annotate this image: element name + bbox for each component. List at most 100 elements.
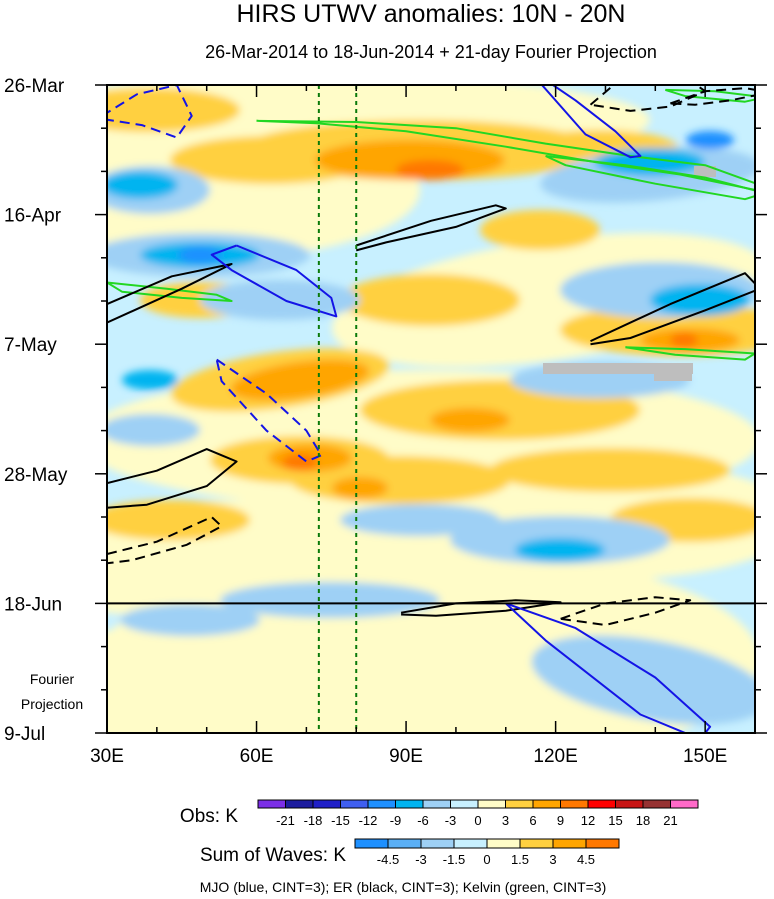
legend-swatch (340, 799, 369, 809)
waves-legend-boxes (354, 838, 620, 849)
legend-label: -12 (359, 813, 378, 828)
legend-label: -1.5 (443, 852, 465, 867)
legend-swatch (422, 799, 451, 809)
legend-swatch (354, 838, 389, 849)
anomaly-blob (220, 582, 440, 618)
legend-label: 18 (636, 813, 650, 828)
anomaly-blobs (107, 85, 755, 733)
anomaly-blob (332, 477, 388, 499)
er-contour (560, 596, 692, 626)
kelvin-contour (107, 281, 233, 302)
legend-swatch (642, 799, 671, 809)
anomaly-blob (490, 448, 730, 492)
legend-swatch (560, 799, 589, 809)
anomaly-blob (340, 504, 500, 536)
legend-label: -6 (417, 813, 429, 828)
obs-legend: Obs: K -21 -18 -15 -12 -9 -6 -3 0 3 6 9 12 15 18 21 (180, 799, 699, 828)
waves-legend-title: Sum of Waves: K (200, 845, 346, 866)
legend-swatch (519, 838, 554, 849)
y-tick-label: 28-May (4, 465, 68, 486)
anomaly-blob (396, 160, 464, 180)
anomaly-blob (107, 414, 200, 446)
y-tick-label: 26-Mar (4, 76, 65, 97)
legend-label: -9 (390, 813, 402, 828)
legend-label: -21 (276, 813, 295, 828)
anomaly-blob (178, 247, 222, 263)
x-tick-label: 120E (533, 746, 577, 767)
er-contour (107, 448, 238, 509)
anomaly-blob (230, 359, 370, 401)
kelvin-contour (625, 346, 755, 361)
legend-swatch (312, 799, 341, 809)
anomaly-blob (515, 538, 605, 562)
anomaly-blob (595, 148, 705, 176)
legend-label: 0 (474, 813, 481, 828)
mjo-contour (505, 602, 712, 733)
legend-swatch (450, 799, 479, 809)
x-tick-label: 30E (90, 746, 124, 767)
mjo-contour (540, 85, 642, 159)
legend-swatch (552, 838, 587, 849)
er-contour (107, 516, 223, 565)
legend-swatch (420, 838, 455, 849)
legend-swatch (486, 838, 521, 849)
anomaly-blob (120, 604, 260, 636)
chart-subtitle: 26-Mar-2014 to 18-Jun-2014 + 21-day Four… (205, 42, 657, 62)
heatmap-area (107, 85, 755, 733)
legend-swatch (367, 799, 396, 809)
legend-label: 6 (529, 813, 536, 828)
anomaly-blob (107, 500, 250, 540)
x-axis: 30E 60E 90E 120E 150E (90, 85, 756, 767)
legend-label: 0 (483, 852, 490, 867)
plot-frame (106, 84, 756, 734)
anomaly-blob (670, 333, 698, 347)
x-tick-label: 60E (240, 746, 274, 767)
waves-legend: Sum of Waves: K -4.5 -3 -1.5 0 1.5 3 4.5 (200, 838, 620, 867)
legend-label: 15 (608, 813, 622, 828)
anomaly-blob (650, 284, 750, 316)
er-contour (355, 204, 507, 252)
chart-title: HIRS UTWV anomalies: 10N - 20N (236, 0, 625, 28)
legend-label: -3 (445, 813, 457, 828)
legend-label: -18 (304, 813, 323, 828)
er-contour (107, 263, 233, 324)
obs-legend-boxes (257, 799, 699, 809)
mjo-contour (210, 244, 338, 318)
legend-label: 12 (581, 813, 595, 828)
anomaly-blob (686, 131, 734, 149)
er-contour (590, 272, 755, 346)
reference-lines (317, 85, 358, 733)
legend-swatch (477, 799, 506, 809)
legend-label: 9 (557, 813, 564, 828)
obs-legend-labels: -21 -18 -15 -12 -9 -6 -3 0 3 6 9 12 15 18 21 (276, 813, 678, 828)
anomaly-blob (480, 210, 600, 250)
legend-swatch (587, 799, 616, 809)
anomaly-blob (531, 635, 755, 725)
y-tick-label: 16-Apr (4, 206, 62, 227)
anomaly-blob (430, 408, 510, 432)
legend-swatch (505, 799, 534, 809)
kelvin-contour (545, 155, 755, 201)
anomaly-blob (107, 620, 480, 733)
y-tick-label: 7-May (4, 335, 57, 356)
projection-label-line1: Fourier (30, 671, 75, 687)
legend-swatch (395, 799, 424, 809)
legend-label: 3 (502, 813, 509, 828)
anomaly-blob (340, 274, 520, 326)
obs-legend-title: Obs: K (180, 806, 238, 827)
legend-swatch (615, 799, 644, 809)
y-axis: 26-Mar 16-Apr 7-May 28-May 18-Jun 9-Jul (4, 76, 767, 745)
legend-swatch (387, 838, 422, 849)
missing-data-patch (694, 166, 716, 177)
legend-swatch (453, 838, 488, 849)
x-tick-label: 150E (683, 746, 727, 767)
waves-legend-labels: -4.5 -3 -1.5 0 1.5 3 4.5 (377, 852, 595, 867)
contour-caption: MJO (blue, CINT=3); ER (black, CINT=3); … (200, 879, 607, 895)
y-tick-label: 18-Jun (4, 594, 62, 615)
mjo-contour (107, 85, 193, 139)
legend-label: -15 (331, 813, 350, 828)
projection-label-line2: Projection (21, 696, 83, 712)
legend-label: -3 (415, 852, 427, 867)
anomaly-blob (282, 454, 318, 470)
